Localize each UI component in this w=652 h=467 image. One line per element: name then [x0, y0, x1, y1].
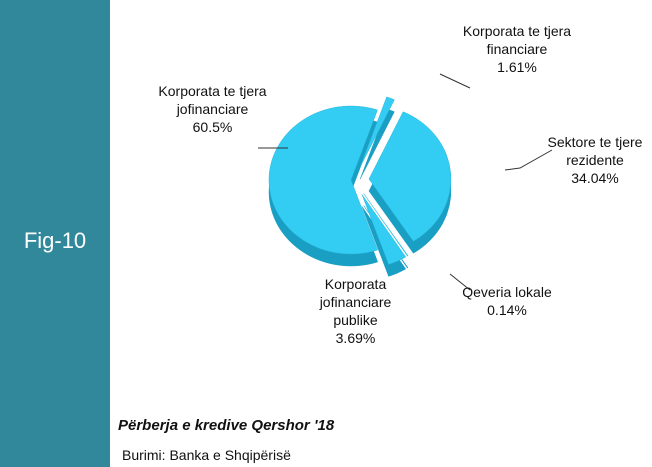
figure-label: Fig-10 — [23, 228, 87, 253]
data-label: Sektore te tjere rezidente 34.04% — [545, 133, 645, 187]
leader-line — [439, 73, 471, 89]
value-label: 60.5% — [192, 119, 233, 135]
data-label: Korporata te tjera jofinanciare 60.5% — [155, 82, 270, 136]
data-label: Korporata jofinanciare publike 3.69% — [298, 275, 413, 347]
slice — [368, 111, 452, 242]
category-label: Sektore te tjere rezidente — [547, 134, 643, 168]
category-label: Korporata te tjera financiare — [462, 23, 572, 57]
leader-line — [504, 149, 553, 171]
data-label: Qeveria lokale 0.14% — [462, 283, 552, 319]
leader-line — [449, 273, 471, 291]
category-label: Korporata jofinanciare publike — [319, 276, 392, 328]
category-label: Korporata te tjera jofinanciare — [158, 83, 267, 117]
category-label: Qeveria lokale — [462, 284, 552, 300]
slice — [363, 193, 409, 257]
data-label: Korporata te tjera financiare 1.61% — [462, 22, 572, 76]
value-label: 0.14% — [487, 302, 527, 318]
slice — [361, 194, 407, 265]
chart-title: Përberja e kredive Qershor '18 — [118, 417, 335, 434]
side-bar — [0, 0, 110, 467]
value-label: 3.69% — [335, 330, 376, 346]
slice — [268, 105, 379, 255]
value-label: 34.04% — [571, 170, 619, 186]
source: Burimi: Banka e Shqipërisë — [122, 447, 291, 463]
value-label: 1.61% — [497, 59, 537, 75]
slice — [359, 96, 395, 168]
